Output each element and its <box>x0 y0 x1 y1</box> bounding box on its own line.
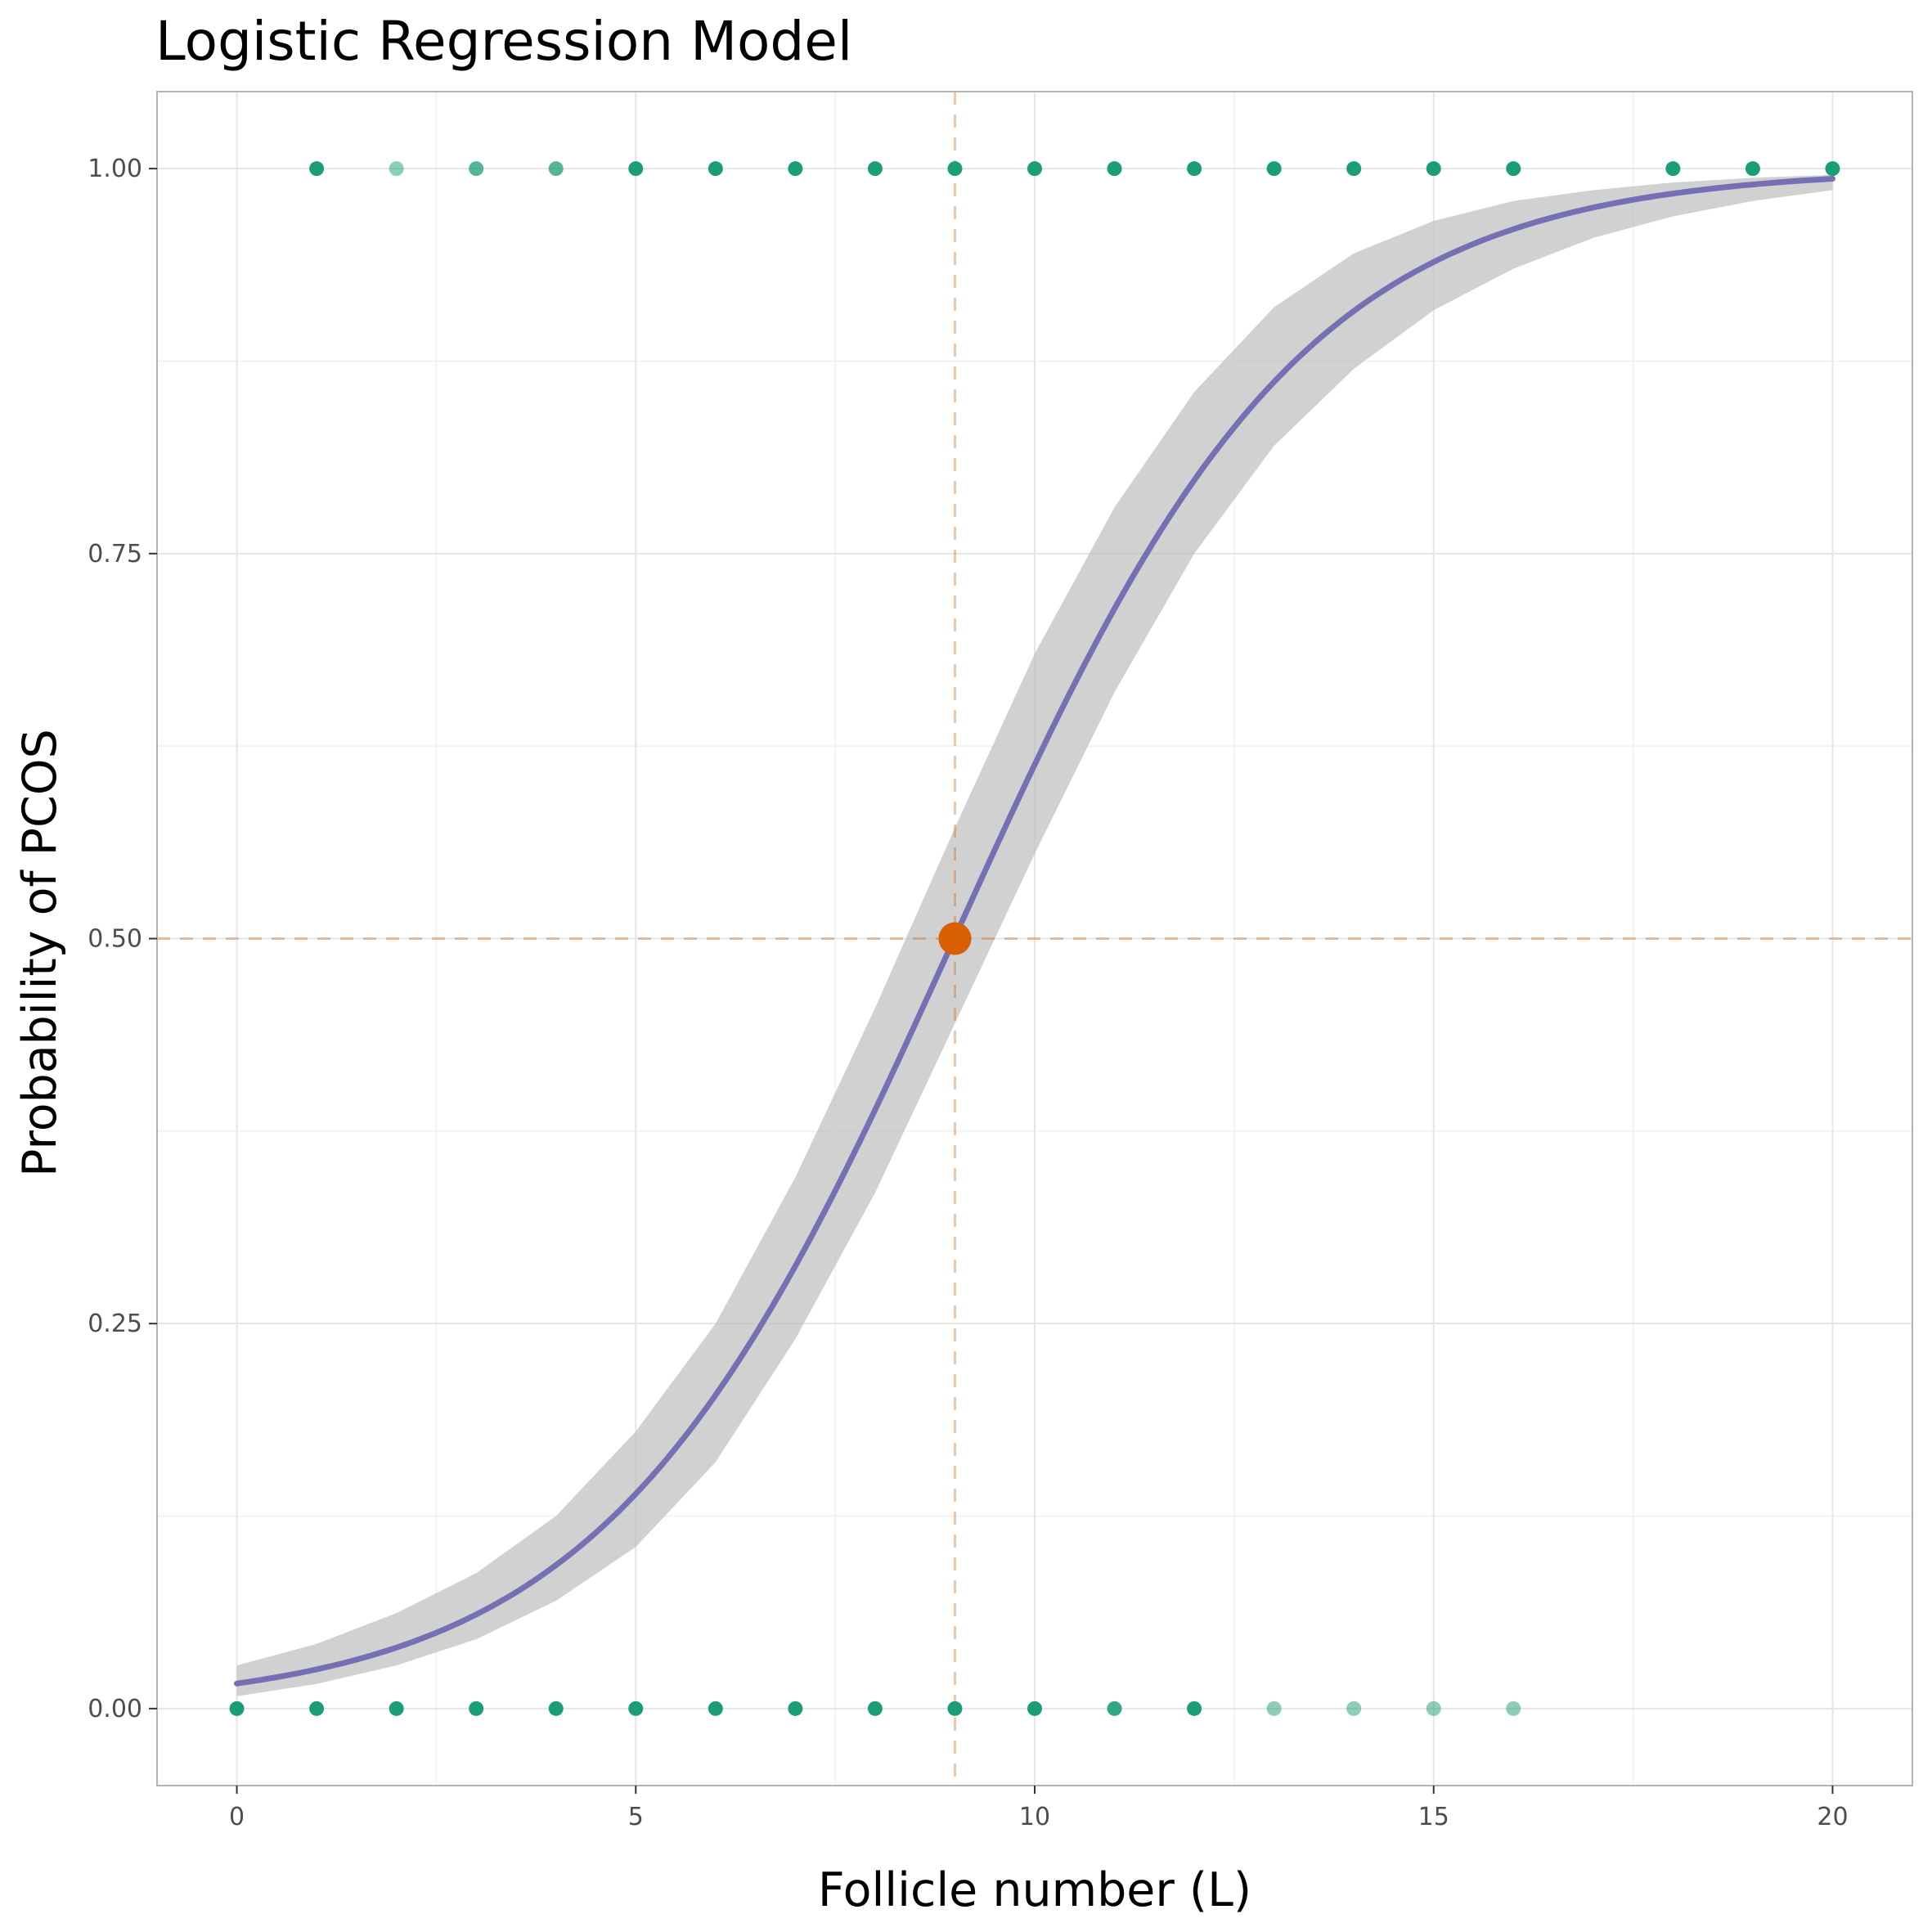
data-point <box>867 1701 883 1716</box>
data-point <box>708 1701 723 1716</box>
data-point <box>309 1701 325 1716</box>
x-tick-label: 0 <box>229 1803 245 1831</box>
y-tick-label: 0.00 <box>88 1695 142 1723</box>
data-point <box>1506 161 1521 177</box>
data-point <box>389 161 404 177</box>
x-axis-title: Follicle number (L) <box>818 1863 1251 1917</box>
data-point <box>1107 161 1122 177</box>
data-points-layer <box>229 161 1840 1716</box>
y-axis-ticks: 0.00 0.25 0.50 0.75 1.00 <box>88 155 157 1723</box>
y-axis-title: Probability of PCOS <box>13 729 67 1177</box>
data-point <box>947 161 963 177</box>
data-point <box>1506 1701 1521 1716</box>
data-point <box>229 1701 245 1716</box>
data-point <box>1665 161 1681 177</box>
x-tick-label: 10 <box>1019 1803 1050 1831</box>
y-tick-label: 0.50 <box>88 925 142 954</box>
data-point <box>1346 161 1362 177</box>
data-point <box>1266 161 1282 177</box>
data-point <box>1187 1701 1202 1716</box>
threshold-point <box>938 922 972 955</box>
data-point <box>1346 1701 1362 1716</box>
y-tick-label: 1.00 <box>88 155 142 183</box>
data-point <box>628 161 644 177</box>
data-point <box>947 1701 963 1716</box>
x-tick-label: 20 <box>1817 1803 1848 1831</box>
data-point <box>867 161 883 177</box>
data-point <box>1825 161 1840 177</box>
data-point <box>1027 1701 1042 1716</box>
data-point <box>1426 1701 1441 1716</box>
threshold-marker-layer <box>938 922 972 955</box>
data-point <box>548 1701 564 1716</box>
threshold-lines-layer <box>157 92 1912 1786</box>
y-tick-label: 0.75 <box>88 540 142 568</box>
data-point <box>788 161 803 177</box>
data-point <box>389 1701 404 1716</box>
x-tick-label: 5 <box>628 1803 644 1831</box>
chart-title: Logistic Regression Model <box>155 10 852 73</box>
data-point <box>309 161 325 177</box>
data-point <box>469 1701 484 1716</box>
data-point <box>788 1701 803 1716</box>
data-point <box>708 161 723 177</box>
data-point <box>1266 1701 1282 1716</box>
data-point <box>1426 161 1441 177</box>
data-point <box>1745 161 1760 177</box>
data-point <box>469 161 484 177</box>
data-point <box>1187 161 1202 177</box>
data-point <box>1027 161 1042 177</box>
fit-curve-layer <box>234 176 1835 1687</box>
logistic-fit-curve <box>234 176 1835 1687</box>
data-point <box>548 161 564 177</box>
data-point <box>1107 1701 1122 1716</box>
data-point <box>628 1701 644 1716</box>
x-tick-label: 15 <box>1418 1803 1449 1831</box>
x-axis-ticks: 0 5 10 15 20 <box>229 1786 1849 1831</box>
y-tick-label: 0.25 <box>88 1310 142 1338</box>
